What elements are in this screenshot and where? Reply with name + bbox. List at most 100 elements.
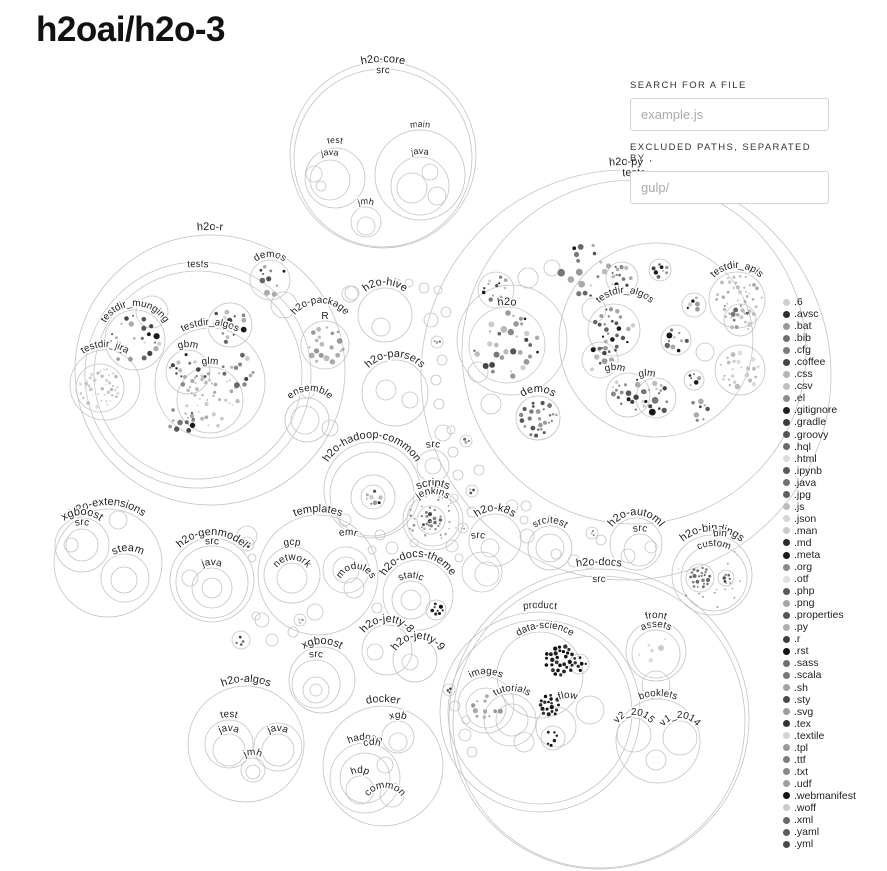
file-dot[interactable] — [693, 373, 695, 376]
file-dot[interactable] — [195, 374, 198, 378]
file-dot[interactable] — [606, 368, 610, 372]
folder-circle[interactable] — [100, 553, 150, 603]
folder-circle[interactable] — [287, 626, 299, 638]
file-dot[interactable] — [601, 346, 604, 350]
file-dot[interactable] — [702, 418, 705, 421]
folder-circle[interactable] — [473, 464, 485, 476]
file-dot[interactable] — [336, 330, 340, 334]
file-dot[interactable] — [141, 317, 147, 322]
file-dot[interactable] — [243, 543, 246, 546]
file-dot[interactable] — [550, 657, 555, 662]
file-dot[interactable] — [463, 437, 467, 441]
file-dot[interactable] — [523, 425, 527, 428]
file-dot[interactable] — [528, 343, 533, 347]
file-dot[interactable] — [553, 731, 556, 734]
file-dot[interactable] — [425, 522, 429, 526]
file-dot[interactable] — [549, 705, 554, 710]
file-dot[interactable] — [724, 588, 726, 591]
file-dot[interactable] — [648, 408, 656, 416]
file-dot[interactable] — [438, 522, 441, 525]
file-dot[interactable] — [423, 534, 427, 537]
file-dot[interactable] — [437, 498, 440, 501]
folder-circle[interactable] — [496, 631, 584, 719]
folder-circle[interactable] — [717, 569, 735, 587]
folder-circle[interactable] — [465, 687, 507, 729]
file-dot[interactable] — [425, 495, 427, 498]
file-dot[interactable] — [425, 511, 428, 514]
file-dot[interactable] — [731, 368, 734, 371]
file-dot[interactable] — [728, 383, 732, 387]
file-dot[interactable] — [592, 251, 597, 256]
file-dot[interactable] — [661, 407, 667, 413]
file-dot[interactable] — [748, 283, 752, 287]
file-dot[interactable] — [315, 359, 319, 363]
file-dot[interactable] — [518, 412, 524, 418]
folder-circle[interactable] — [54, 517, 110, 573]
file-dot[interactable] — [455, 527, 457, 529]
file-dot[interactable] — [176, 360, 181, 365]
file-dot[interactable] — [86, 401, 90, 405]
folder-circle-h2o-algos[interactable] — [187, 685, 305, 803]
file-dot[interactable] — [449, 502, 452, 505]
file-dot[interactable] — [670, 344, 676, 350]
file-dot[interactable] — [433, 602, 437, 606]
file-dot[interactable] — [665, 265, 669, 270]
file-dot[interactable] — [550, 701, 553, 705]
folder-circle[interactable] — [332, 556, 360, 584]
folder-circle-h2o-bindings[interactable] — [671, 534, 753, 616]
file-dot[interactable] — [566, 651, 570, 655]
file-dot[interactable] — [664, 637, 667, 641]
file-dot[interactable] — [551, 413, 555, 416]
file-dot[interactable] — [522, 407, 527, 411]
folder-circle[interactable] — [605, 261, 639, 295]
folder-circle[interactable] — [93, 270, 303, 480]
file-dot[interactable] — [180, 382, 186, 387]
file-dot[interactable] — [728, 577, 731, 580]
folder-circle-scripts[interactable] — [402, 489, 464, 551]
file-dot[interactable] — [472, 488, 475, 492]
folder-circle[interactable] — [309, 683, 323, 697]
file-dot[interactable] — [238, 362, 243, 367]
file-dot[interactable] — [659, 383, 663, 387]
file-dot[interactable] — [266, 276, 272, 282]
file-dot[interactable] — [90, 372, 94, 377]
file-dot[interactable] — [726, 562, 729, 565]
file-dot[interactable] — [662, 386, 667, 391]
file-dot[interactable] — [114, 374, 118, 379]
file-dot[interactable] — [429, 528, 431, 531]
file-dot[interactable] — [738, 290, 742, 294]
file-dot[interactable] — [110, 393, 114, 397]
file-dot[interactable] — [213, 320, 219, 327]
file-dot[interactable] — [463, 527, 466, 530]
folder-circle[interactable] — [685, 563, 715, 593]
file-dot[interactable] — [537, 417, 542, 421]
file-dot[interactable] — [199, 398, 201, 400]
folder-circle[interactable] — [440, 306, 452, 318]
file-dot[interactable] — [689, 384, 692, 387]
file-dot[interactable] — [541, 711, 546, 715]
folder-circle[interactable] — [329, 742, 401, 814]
file-dot[interactable] — [744, 290, 748, 293]
file-dot[interactable] — [483, 287, 486, 290]
folder-circle[interactable] — [433, 398, 445, 410]
file-dot[interactable] — [619, 265, 624, 270]
file-dot[interactable] — [244, 377, 249, 381]
file-dot[interactable] — [655, 387, 658, 391]
file-dot[interactable] — [567, 276, 575, 283]
file-dot[interactable] — [615, 273, 618, 277]
folder-circle[interactable] — [468, 306, 546, 384]
file-dot[interactable] — [437, 525, 440, 528]
file-dot[interactable] — [636, 378, 639, 381]
file-dot[interactable] — [195, 387, 199, 391]
file-dot[interactable] — [529, 433, 533, 437]
file-dot[interactable] — [207, 424, 210, 427]
file-dot[interactable] — [540, 427, 543, 431]
file-dot[interactable] — [576, 664, 580, 668]
file-dot[interactable] — [190, 378, 195, 384]
file-dot[interactable] — [549, 697, 553, 701]
file-dot[interactable] — [743, 300, 747, 304]
file-dot[interactable] — [175, 372, 178, 375]
file-dot[interactable] — [206, 372, 211, 376]
file-dot[interactable] — [599, 314, 604, 318]
file-dot[interactable] — [546, 712, 551, 717]
